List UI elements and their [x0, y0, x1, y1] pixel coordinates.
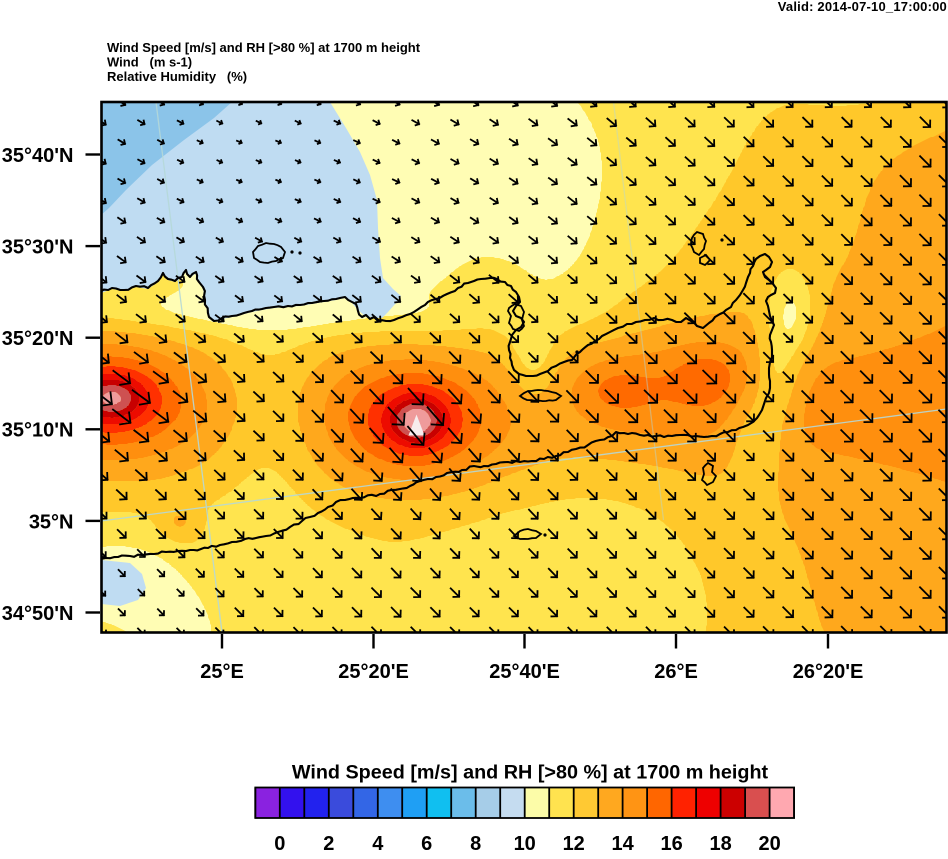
svg-text:18: 18 [709, 833, 731, 854]
svg-text:Relative Humidity (%): Relative Humidity (%) [107, 69, 247, 84]
svg-text:25°E: 25°E [200, 661, 244, 683]
svg-text:12: 12 [563, 833, 585, 854]
svg-text:25°40'E: 25°40'E [489, 661, 560, 683]
svg-text:14: 14 [611, 833, 634, 854]
svg-text:16: 16 [660, 833, 682, 854]
svg-text:Wind Speed [m/s] and RH [>80 %: Wind Speed [m/s] and RH [>80 %] at 1700 … [292, 762, 769, 784]
svg-text:26°20'E: 26°20'E [793, 661, 864, 683]
svg-text:35°10'N: 35°10'N [2, 420, 74, 442]
svg-text:35°N: 35°N [29, 511, 74, 533]
svg-text:26°E: 26°E [654, 661, 698, 683]
svg-text:35°30'N: 35°30'N [2, 237, 74, 259]
svg-text:Wind (m s-1): Wind (m s-1) [107, 55, 192, 70]
svg-text:25°20'E: 25°20'E [338, 661, 409, 683]
svg-text:10: 10 [514, 833, 536, 854]
svg-text:8: 8 [470, 833, 481, 854]
svg-text:Wind Speed [m/s] and RH [>80 %: Wind Speed [m/s] and RH [>80 %] at 1700 … [107, 40, 421, 55]
svg-text:35°20'N: 35°20'N [2, 328, 74, 350]
svg-text:2: 2 [323, 833, 334, 854]
svg-text:6: 6 [421, 833, 432, 854]
svg-text:4: 4 [372, 833, 384, 854]
svg-text:20: 20 [758, 833, 780, 854]
svg-text:35°40'N: 35°40'N [2, 145, 74, 167]
svg-text:Valid: 2014-07-10_17:00:00: Valid: 2014-07-10_17:00:00 [778, 0, 947, 14]
svg-text:0: 0 [274, 833, 285, 854]
svg-text:34°50'N: 34°50'N [2, 603, 74, 625]
